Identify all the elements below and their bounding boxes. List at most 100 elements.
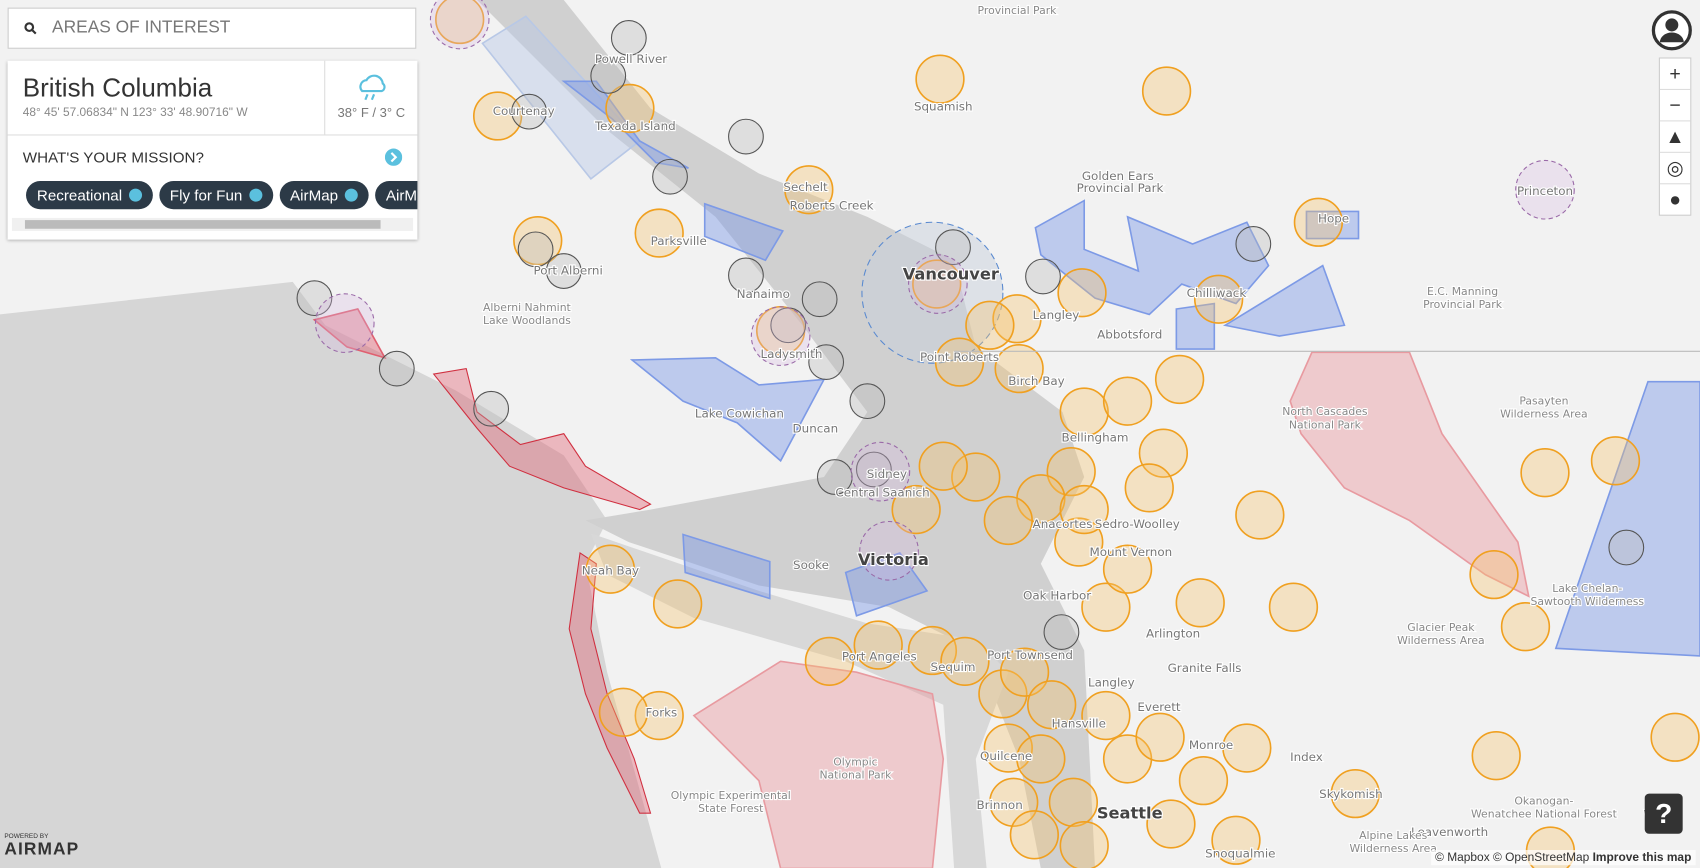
chip-icon — [248, 188, 262, 202]
zone — [1175, 302, 1216, 350]
place-label: Langley — [1088, 675, 1135, 689]
ocean — [0, 281, 662, 868]
airport-zone — [804, 636, 855, 687]
search-box[interactable]: AREAS OF INTEREST — [7, 7, 417, 49]
place-label: Snoqualmie — [1205, 847, 1275, 861]
mission-chip[interactable]: Recreational — [26, 181, 153, 210]
place-label: Arlington — [1146, 627, 1200, 641]
place-label: Parksville — [651, 234, 707, 248]
place-label: Port Angeles — [842, 649, 917, 663]
place-label: Sedro-Woolley — [1095, 517, 1180, 531]
logo-small: POWERED BY — [4, 833, 49, 841]
airport-zone — [1520, 448, 1570, 498]
airport-zone — [965, 300, 1015, 350]
place-label: Courtenay — [493, 104, 555, 118]
heliport-zone — [1235, 226, 1272, 262]
zoom-out[interactable]: − — [1659, 90, 1691, 122]
place-label: Victoria — [858, 550, 929, 569]
airport-zone — [891, 484, 941, 535]
place-label: Chilliwack — [1187, 286, 1247, 300]
airport-zone — [1471, 731, 1521, 781]
place-label: Port Alberni — [533, 263, 602, 277]
heliport-zone — [855, 451, 892, 488]
airport-zone — [940, 636, 990, 687]
weather-icon — [358, 74, 386, 101]
globe[interactable]: ● — [1669, 188, 1681, 211]
place-label: State Forest — [698, 802, 763, 815]
airport-zone — [1016, 734, 1066, 784]
airport-zone — [585, 544, 636, 594]
compass[interactable]: ▲ — [1659, 121, 1691, 153]
place-label: Olympic Experimental — [671, 789, 791, 802]
zone — [312, 308, 387, 360]
mission-chip[interactable]: AirMap — [279, 181, 369, 210]
place-label: Bellingham — [1062, 430, 1129, 444]
zone — [682, 533, 771, 600]
place-label: Wilderness Area — [1500, 407, 1587, 420]
place-label: Sequim — [931, 660, 976, 674]
place-label: Texada Island — [594, 119, 676, 133]
airport-zone — [1102, 376, 1153, 426]
coast-restricted — [432, 368, 652, 814]
mission: WHAT'S YOUR MISSION? — [8, 136, 418, 175]
place-label: Vancouver — [903, 265, 999, 284]
place-label: Provincial Park — [978, 4, 1058, 17]
place-label: Lake Cowichan — [695, 406, 784, 420]
place-label: Wilderness Area — [1349, 842, 1436, 855]
airport-zone — [1081, 690, 1131, 741]
locate[interactable]: ◎ — [1659, 153, 1691, 185]
place-label: National Park — [1289, 418, 1362, 431]
airport-zone — [634, 208, 684, 258]
place-label: Squamish — [914, 100, 973, 114]
airport-zone — [1590, 436, 1641, 486]
place-label: National Park — [819, 768, 892, 781]
airport-zone — [1175, 578, 1225, 628]
airport-zone — [1102, 544, 1153, 594]
place-label: Olympic — [833, 755, 877, 768]
place-label: Granite Falls — [1168, 661, 1242, 675]
chip-label: Fly for Fun — [169, 186, 243, 204]
mission-chip[interactable]: AirMap — [374, 181, 418, 210]
controlled-zone — [850, 441, 911, 502]
heliport-zone — [1043, 614, 1080, 650]
heliport-zone — [378, 350, 415, 387]
place-label: Alpine Lakes — [1359, 829, 1427, 842]
place-label: E.C. Manning — [1427, 285, 1498, 298]
attr-improve[interactable]: Improve this map — [1592, 851, 1692, 865]
mission-chip[interactable]: Fly for Fun — [158, 181, 273, 210]
scrollbar[interactable] — [11, 217, 414, 231]
place-label: Sidney — [867, 467, 907, 481]
zone — [1289, 351, 1530, 598]
zoom-in[interactable]: + — [1659, 59, 1691, 90]
heliport-zone — [1025, 258, 1061, 295]
airport-zone — [989, 777, 1039, 827]
place-label: Alberni Nahmint — [483, 301, 571, 314]
place-label: Golden Ears — [1082, 169, 1154, 183]
airport-zone — [1054, 517, 1104, 567]
juan-de-fuca — [590, 533, 1009, 868]
heliport-zone — [935, 229, 971, 266]
place-label: Anacortes — [1033, 517, 1093, 531]
airport-zone — [1141, 66, 1192, 116]
airport-zone — [983, 495, 1033, 546]
airport-zone — [1500, 602, 1551, 652]
place-label: Port Townsend — [987, 648, 1073, 662]
place-label: Duncan — [792, 422, 838, 436]
place-label: Okanogan- — [1514, 794, 1573, 807]
airport-zone — [1059, 484, 1109, 535]
zone — [561, 80, 689, 169]
help-button[interactable]: ? — [1644, 793, 1683, 834]
profile-icon[interactable] — [1651, 10, 1692, 51]
airport-zone — [951, 452, 1001, 502]
zoom-controls: + − ▲ ◎ ● — [1658, 57, 1692, 216]
airport-zone — [1081, 582, 1131, 632]
place-label: Brinnon — [976, 798, 1022, 812]
location-coords: 48° 45' 57.06834" N 123° 33' 48.90716" W — [22, 106, 248, 120]
place-label: Central Saanich — [835, 486, 929, 500]
mission-arrow[interactable] — [384, 148, 403, 166]
heliport-zone — [808, 344, 845, 381]
search-placeholder: AREAS OF INTEREST — [52, 18, 231, 37]
airport-zone — [1138, 428, 1189, 478]
airport-zone — [1330, 768, 1380, 819]
